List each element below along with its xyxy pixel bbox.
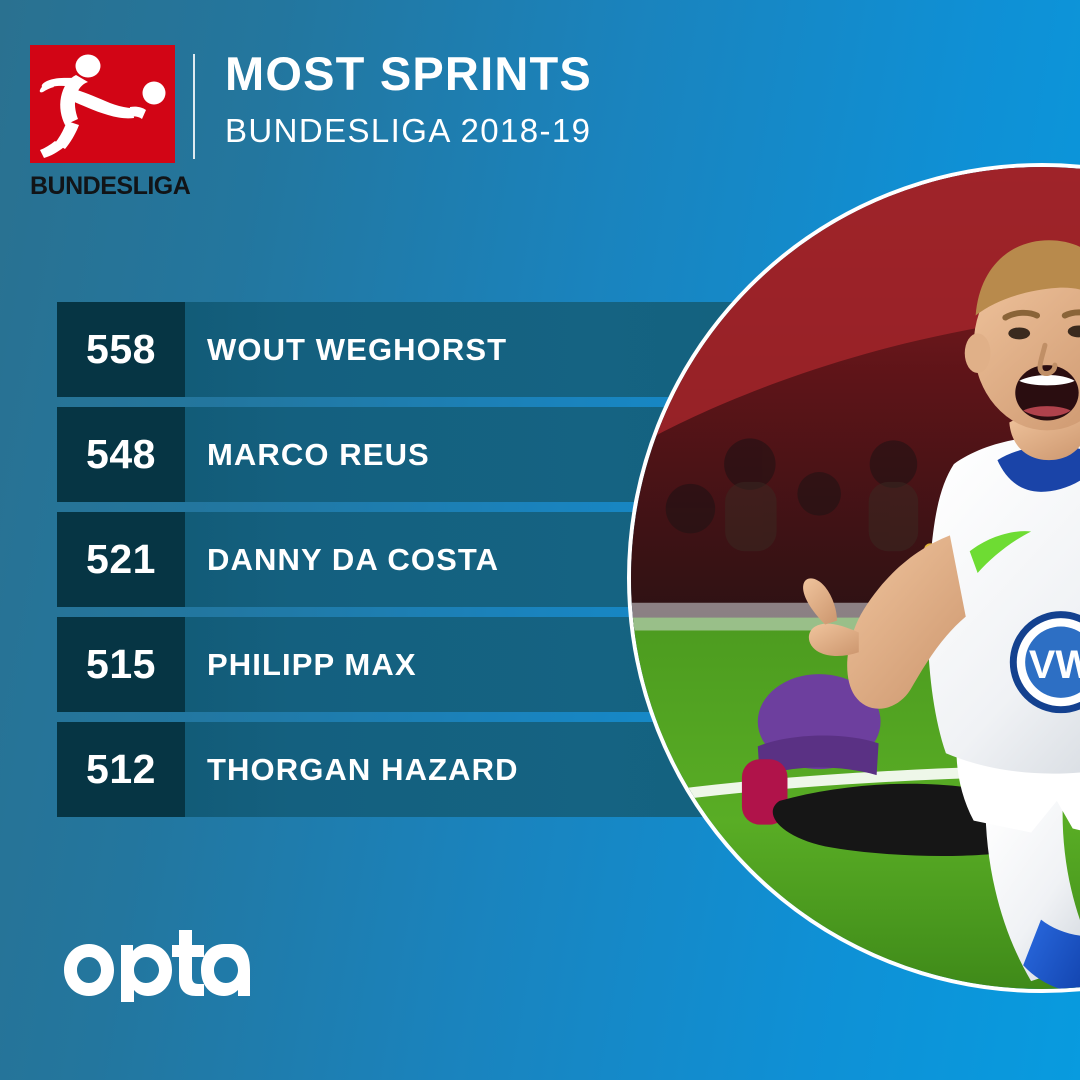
header-divider bbox=[193, 54, 195, 159]
title-block: MOST SPRINTS BUNDESLIGA 2018-19 bbox=[225, 45, 592, 150]
bundesliga-logo: BUNDESLIGA bbox=[30, 45, 191, 201]
row-value: 548 bbox=[57, 407, 185, 502]
row-value: 515 bbox=[57, 617, 185, 712]
row-player-name: WOUT WEGHORST bbox=[207, 331, 508, 367]
page-subtitle: BUNDESLIGA 2018-19 bbox=[225, 112, 592, 150]
bundesliga-player-icon bbox=[39, 54, 166, 158]
row-value: 512 bbox=[57, 722, 185, 817]
header: BUNDESLIGA MOST SPRINTS BUNDESLIGA 2018-… bbox=[30, 45, 592, 201]
page-title: MOST SPRINTS bbox=[225, 47, 592, 100]
bundesliga-wordmark: BUNDESLIGA bbox=[30, 172, 191, 200]
photo-artwork: W VW bbox=[631, 167, 1080, 989]
row-value: 558 bbox=[57, 302, 185, 397]
opta-logo bbox=[62, 930, 252, 1007]
bundesliga-mark bbox=[30, 45, 175, 163]
row-player-name: DANNY DA COSTA bbox=[207, 541, 500, 577]
svg-text:VW: VW bbox=[1029, 643, 1080, 687]
row-value: 521 bbox=[57, 512, 185, 607]
opta-wordmark-icon bbox=[64, 930, 250, 1002]
row-player-name: PHILIPP MAX bbox=[207, 646, 417, 682]
row-player-name: MARCO REUS bbox=[207, 436, 430, 472]
player-celebration-photo: W VW bbox=[627, 163, 1080, 993]
row-player-name: THORGAN HAZARD bbox=[207, 751, 519, 787]
